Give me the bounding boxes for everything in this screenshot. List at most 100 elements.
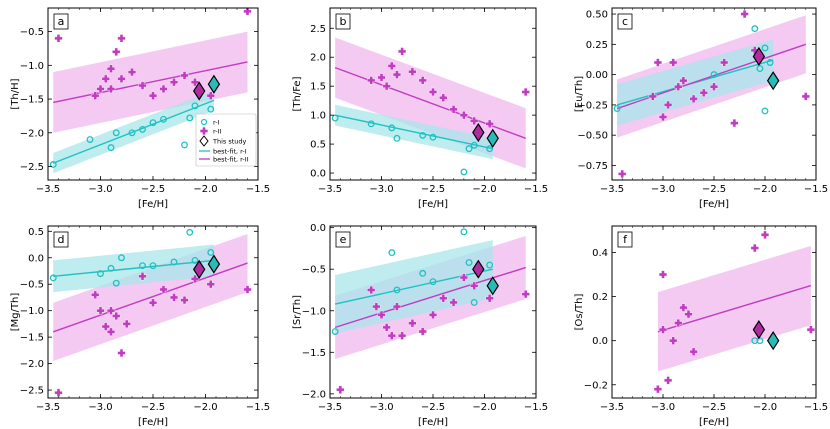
point-r2 <box>106 64 116 73</box>
point-r2 <box>449 298 458 307</box>
point-r1 <box>470 298 478 306</box>
point-r2 <box>521 87 530 97</box>
point-r2 <box>127 67 137 77</box>
panel-label: b <box>340 15 347 28</box>
study-star-r1 <box>766 71 780 91</box>
point-r1 <box>465 259 473 267</box>
point-r2 <box>377 310 386 320</box>
point-r2 <box>117 74 126 83</box>
point-r2 <box>180 71 189 80</box>
x-tick-label: −1.5 <box>524 184 548 195</box>
point-r1 <box>207 105 215 113</box>
study-star-r1 <box>486 128 499 148</box>
point-r2 <box>658 270 668 279</box>
point-r1 <box>112 279 120 287</box>
x-tick-label: −3.5 <box>36 184 60 195</box>
x-tick-label: −1.5 <box>804 402 828 413</box>
point-r2 <box>428 310 438 320</box>
point-r2 <box>470 116 479 126</box>
point-r2 <box>398 47 407 56</box>
study-star-r2 <box>192 259 206 280</box>
point-r1 <box>756 65 764 73</box>
point-r1 <box>419 131 427 139</box>
legend-marker-r2 <box>199 126 209 136</box>
point-r1 <box>419 269 427 277</box>
y-tick-label: 2.5 <box>310 24 326 35</box>
fit-line-r1 <box>53 259 214 277</box>
point-r1 <box>331 328 339 335</box>
y-tick-label: 0.25 <box>586 40 608 51</box>
y-tick-label: 0.50 <box>586 10 608 21</box>
point-r2 <box>459 273 468 282</box>
panel-a: −3.5 −3.0 −2.5 −2.0 −1.5 −2.5 −2.0 −1.5 −1.0 −0.5… <box>10 7 270 210</box>
point-r2 <box>190 274 200 284</box>
y-tick-label: −0.5 <box>302 265 326 276</box>
legend-label-study: This study <box>212 137 247 145</box>
x-tick-label: −1.5 <box>804 184 828 195</box>
x-tick-label: −2.5 <box>702 184 726 195</box>
point-r1 <box>761 44 769 52</box>
panel-d: −3.5 −3.0 −2.5 −2.0 −1.5 −2.5 −2.0 −1.5 −1.0 −0.5… <box>10 225 270 428</box>
x-tick-label: −2.0 <box>472 402 496 413</box>
point-r1 <box>186 228 194 236</box>
y-tick-label: −2.0 <box>302 389 326 400</box>
x-axis-label: [Fe/H] <box>699 199 729 210</box>
point-r1 <box>486 145 494 153</box>
y-axis-label: [Th/Fe] <box>292 76 303 111</box>
point-r1 <box>429 133 437 141</box>
point-r2 <box>122 319 131 329</box>
point-r2 <box>138 81 147 90</box>
fit-line-r1 <box>334 268 493 305</box>
y-tick-label: −1.5 <box>20 333 44 344</box>
x-tick-label: −3.0 <box>651 402 675 413</box>
y-tick-label: −0.2 <box>584 380 608 391</box>
x-tick-label: −2.5 <box>421 402 445 413</box>
point-r2 <box>106 327 116 336</box>
fit-line-r2 <box>334 66 526 139</box>
y-tick-label: 0.0 <box>310 223 326 234</box>
y-tick-label: 0.0 <box>310 169 326 180</box>
point-r2 <box>54 388 63 397</box>
point-r2 <box>521 290 530 299</box>
point-r2 <box>91 290 100 299</box>
point-r1 <box>460 228 468 236</box>
y-tick-label: −2.5 <box>20 162 44 173</box>
study-star-r1 <box>766 331 780 351</box>
plot-area <box>331 18 530 176</box>
panel-label-box <box>617 13 633 30</box>
point-r2 <box>485 294 494 303</box>
x-tick-label: −3.0 <box>369 184 393 195</box>
x-tick-label: −2.5 <box>141 402 165 413</box>
point-r1 <box>751 25 759 33</box>
y-axis-label: [Eu/Th] <box>574 76 585 112</box>
x-tick-label: −3.0 <box>88 184 112 195</box>
point-r1 <box>388 249 396 257</box>
point-r2 <box>669 58 678 67</box>
point-r1 <box>128 129 136 137</box>
point-r2 <box>159 285 168 294</box>
point-r2 <box>428 87 438 97</box>
x-tick-label: −3.0 <box>88 402 112 413</box>
x-axis-label: [Fe/H] <box>418 417 448 428</box>
panel-label-box <box>335 231 351 248</box>
x-tick-label: −2.5 <box>421 184 445 195</box>
point-r1 <box>367 120 375 128</box>
point-r1 <box>486 261 494 269</box>
point-r2 <box>387 61 396 71</box>
x-tick-label: −2.0 <box>193 402 217 413</box>
y-tick-label: 0.00 <box>586 70 608 81</box>
point-r2 <box>689 94 698 103</box>
point-r2 <box>485 119 494 128</box>
point-r1 <box>139 125 146 133</box>
point-r2 <box>206 280 215 289</box>
study-star-r1 <box>207 74 221 94</box>
panel-label: e <box>340 233 347 246</box>
point-r2 <box>674 318 683 328</box>
plot-area <box>49 8 252 174</box>
x-tick-label: −1.5 <box>246 184 270 195</box>
point-r1 <box>86 136 94 143</box>
plot-area <box>331 228 530 394</box>
point-r1 <box>393 134 401 142</box>
panel-f: −3.5 −3.0 −2.5 −2.0 −1.5 −0.2 0.0 0.2 0.4 [Fe/H] [… <box>574 225 828 428</box>
legend-label-r2: r-II <box>213 127 222 135</box>
